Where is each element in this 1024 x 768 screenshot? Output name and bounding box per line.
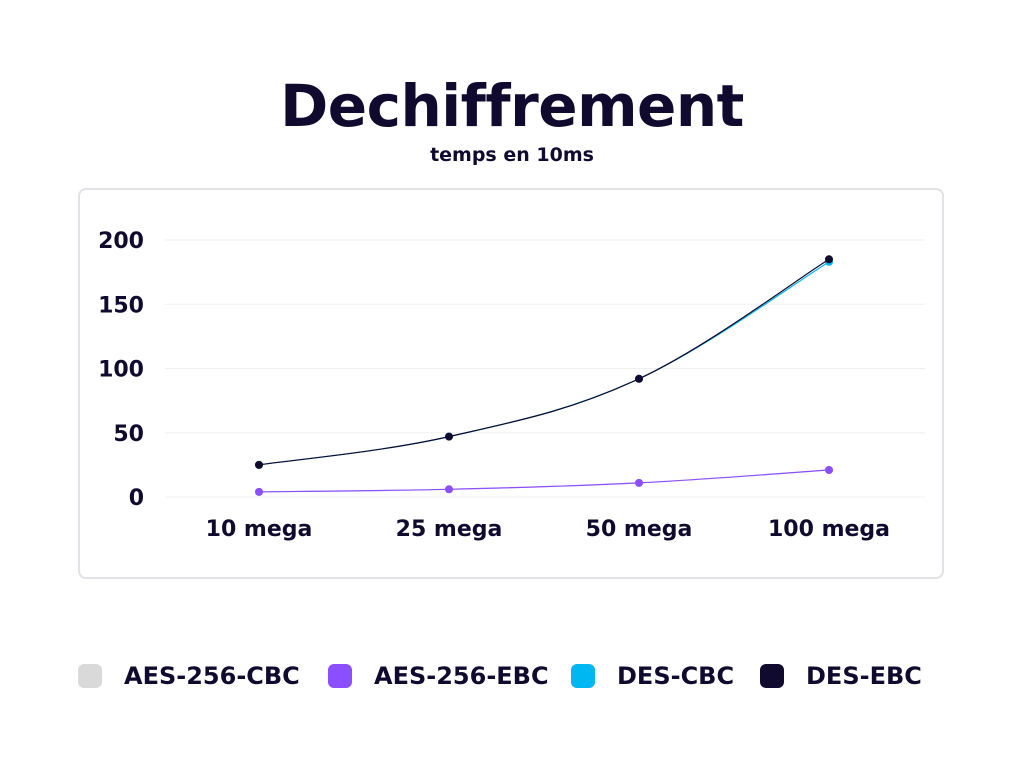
legend-swatch [760, 664, 784, 688]
x-axis-ticks: 10 mega 25 mega 50 mega 100 mega [206, 517, 890, 542]
series-line [259, 259, 829, 465]
grid-layer [165, 240, 925, 497]
legend-swatch [328, 664, 352, 688]
series-layer [255, 255, 833, 496]
legend-label: DES-CBC [617, 662, 734, 690]
data-point[interactable] [635, 479, 643, 487]
legend-label: AES-256-EBC [374, 662, 549, 690]
data-point[interactable] [635, 375, 643, 383]
x-tick-label: 10 mega [206, 517, 313, 542]
series-line [259, 470, 829, 492]
legend-swatch [571, 664, 595, 688]
legend: AES-256-CBC AES-256-EBC DES-CBC DES-EBC [0, 656, 1024, 696]
legend-label: DES-EBC [806, 662, 922, 690]
series-line [259, 470, 829, 492]
x-tick-label: 100 mega [768, 517, 890, 542]
data-point[interactable] [445, 433, 453, 441]
legend-label: AES-256-CBC [124, 662, 300, 690]
y-tick-label: 100 [98, 358, 144, 383]
legend-item-aes-256-ebc[interactable]: AES-256-EBC [328, 656, 549, 696]
line-chart: 0 50 100 150 200 10 mega 25 mega 50 mega 100 me… [0, 0, 1024, 620]
legend-item-aes-256-cbc[interactable]: AES-256-CBC [78, 656, 300, 696]
legend-item-des-ebc[interactable]: DES-EBC [760, 656, 922, 696]
data-point[interactable] [255, 488, 263, 496]
y-tick-label: 200 [98, 229, 144, 254]
series-aes-256-ebc [255, 466, 833, 496]
x-tick-label: 50 mega [586, 517, 693, 542]
data-point[interactable] [825, 466, 833, 474]
y-axis-ticks: 0 50 100 150 200 [98, 229, 144, 511]
y-tick-label: 150 [98, 293, 144, 318]
data-point[interactable] [825, 255, 833, 263]
data-point[interactable] [445, 485, 453, 493]
series-line [259, 262, 829, 465]
y-tick-label: 0 [129, 486, 144, 511]
y-tick-label: 50 [113, 422, 144, 447]
series-des-cbc [255, 258, 833, 469]
series-des-ebc [255, 255, 833, 469]
legend-item-des-cbc[interactable]: DES-CBC [571, 656, 734, 696]
legend-swatch [78, 664, 102, 688]
x-tick-label: 25 mega [396, 517, 503, 542]
data-point[interactable] [255, 461, 263, 469]
